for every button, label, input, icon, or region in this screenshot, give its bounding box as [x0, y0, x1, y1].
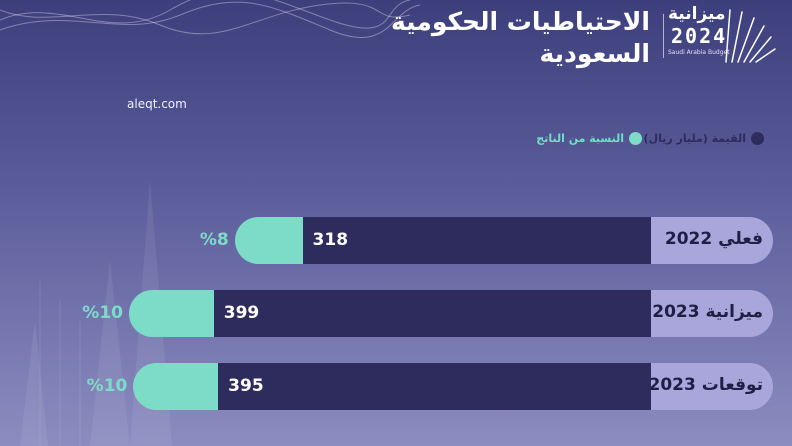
ratio-label: %8: [199, 230, 229, 250]
ratio-bar: [234, 217, 303, 264]
page-title: الاحتياطيات الحكومية السعودية: [330, 6, 650, 70]
legend-dot-value: [751, 131, 764, 145]
logo-subtitle: Saudi Arabia Budget: [668, 49, 730, 56]
ratio-label: %10: [82, 303, 123, 323]
ratio-bar: [133, 363, 219, 410]
page-title-line2: السعودية: [539, 39, 650, 68]
page-title-line1: الاحتياطيات الحكومية: [391, 7, 650, 36]
logo-year: 2024: [671, 24, 728, 48]
category-label: ميزانية 2023: [652, 302, 763, 322]
value-bar: [302, 217, 651, 264]
source-text: aleqt.com: [127, 97, 187, 111]
value-label: 318: [312, 230, 349, 250]
ratio-label: %10: [86, 376, 128, 396]
category-label: فعلي 2022: [664, 229, 763, 249]
legend-item-ratio: النسبة من الناتج: [536, 128, 642, 148]
legend-dot-ratio: [629, 131, 642, 145]
legend-label-ratio: النسبة من الناتج: [536, 131, 624, 145]
category-label-box: [651, 290, 773, 337]
category-label: توقعات 2023: [648, 375, 763, 395]
value-label: 399: [223, 303, 260, 323]
legend-item-value: القيمة (مليار ريال): [644, 128, 764, 148]
logo-divider: [663, 14, 664, 58]
logo-rays-icon: [725, 9, 776, 63]
category-label-box: [651, 217, 773, 264]
value-label: 395: [228, 376, 264, 396]
ratio-bar: [128, 290, 214, 337]
value-bar: [213, 290, 651, 337]
budget-logo: ميزانية 2024 Saudi Arabia Budget: [668, 4, 778, 66]
logo-word: ميزانية: [668, 4, 726, 24]
legend-label-value: القيمة (مليار ريال): [643, 131, 746, 145]
value-bar: [218, 363, 651, 410]
category-label-box: [651, 363, 773, 410]
